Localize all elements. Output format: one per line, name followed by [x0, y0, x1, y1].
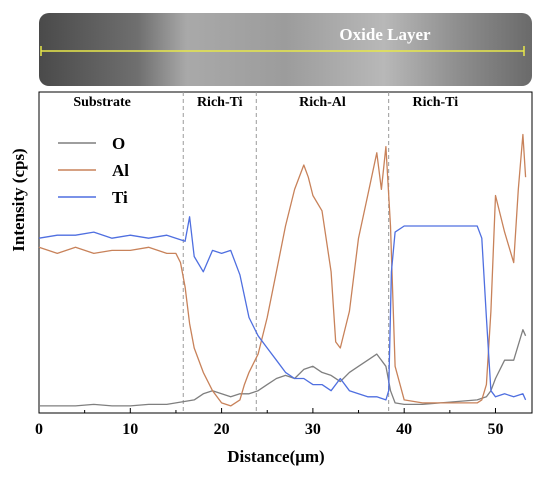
legend-label-o: O	[112, 134, 125, 153]
x-axis-ticks: 0 10 20 30 40 50	[35, 408, 503, 438]
region-label-2: Rich-Al	[299, 95, 346, 110]
x-tick-label-2: 20	[214, 421, 230, 438]
series-line-o	[39, 329, 527, 407]
x-tick-label-5: 50	[487, 421, 503, 438]
x-tick-label-4: 40	[396, 421, 412, 438]
series-layer	[38, 133, 527, 407]
region-label-1: Rich-Ti	[197, 95, 243, 110]
region-label-0: Substrate	[73, 95, 131, 110]
x-axis-title: Distance(μm)	[227, 447, 324, 466]
legend-label-ti: Ti	[112, 188, 128, 207]
y-axis-title: Intensity (cps)	[9, 148, 28, 251]
series-line-ti	[38, 216, 527, 401]
boundary-lines	[182, 92, 390, 413]
plot-frame	[38, 91, 533, 414]
oxide-micrograph	[39, 13, 532, 86]
x-tick-label-3: 30	[305, 421, 321, 438]
x-tick-label-1: 10	[122, 421, 138, 438]
oxide-layer-label: Oxide Layer	[339, 25, 431, 44]
series-line-al	[38, 133, 527, 407]
legend: O Al Ti	[58, 134, 129, 207]
legend-label-al: Al	[112, 161, 129, 180]
x-tick-label-0: 0	[35, 421, 43, 438]
region-label-3: Rich-Ti	[413, 95, 459, 110]
oxide-banner: Oxide Layer	[39, 13, 532, 86]
region-labels: Substrate Rich-Ti Rich-Al Rich-Ti	[73, 95, 458, 110]
